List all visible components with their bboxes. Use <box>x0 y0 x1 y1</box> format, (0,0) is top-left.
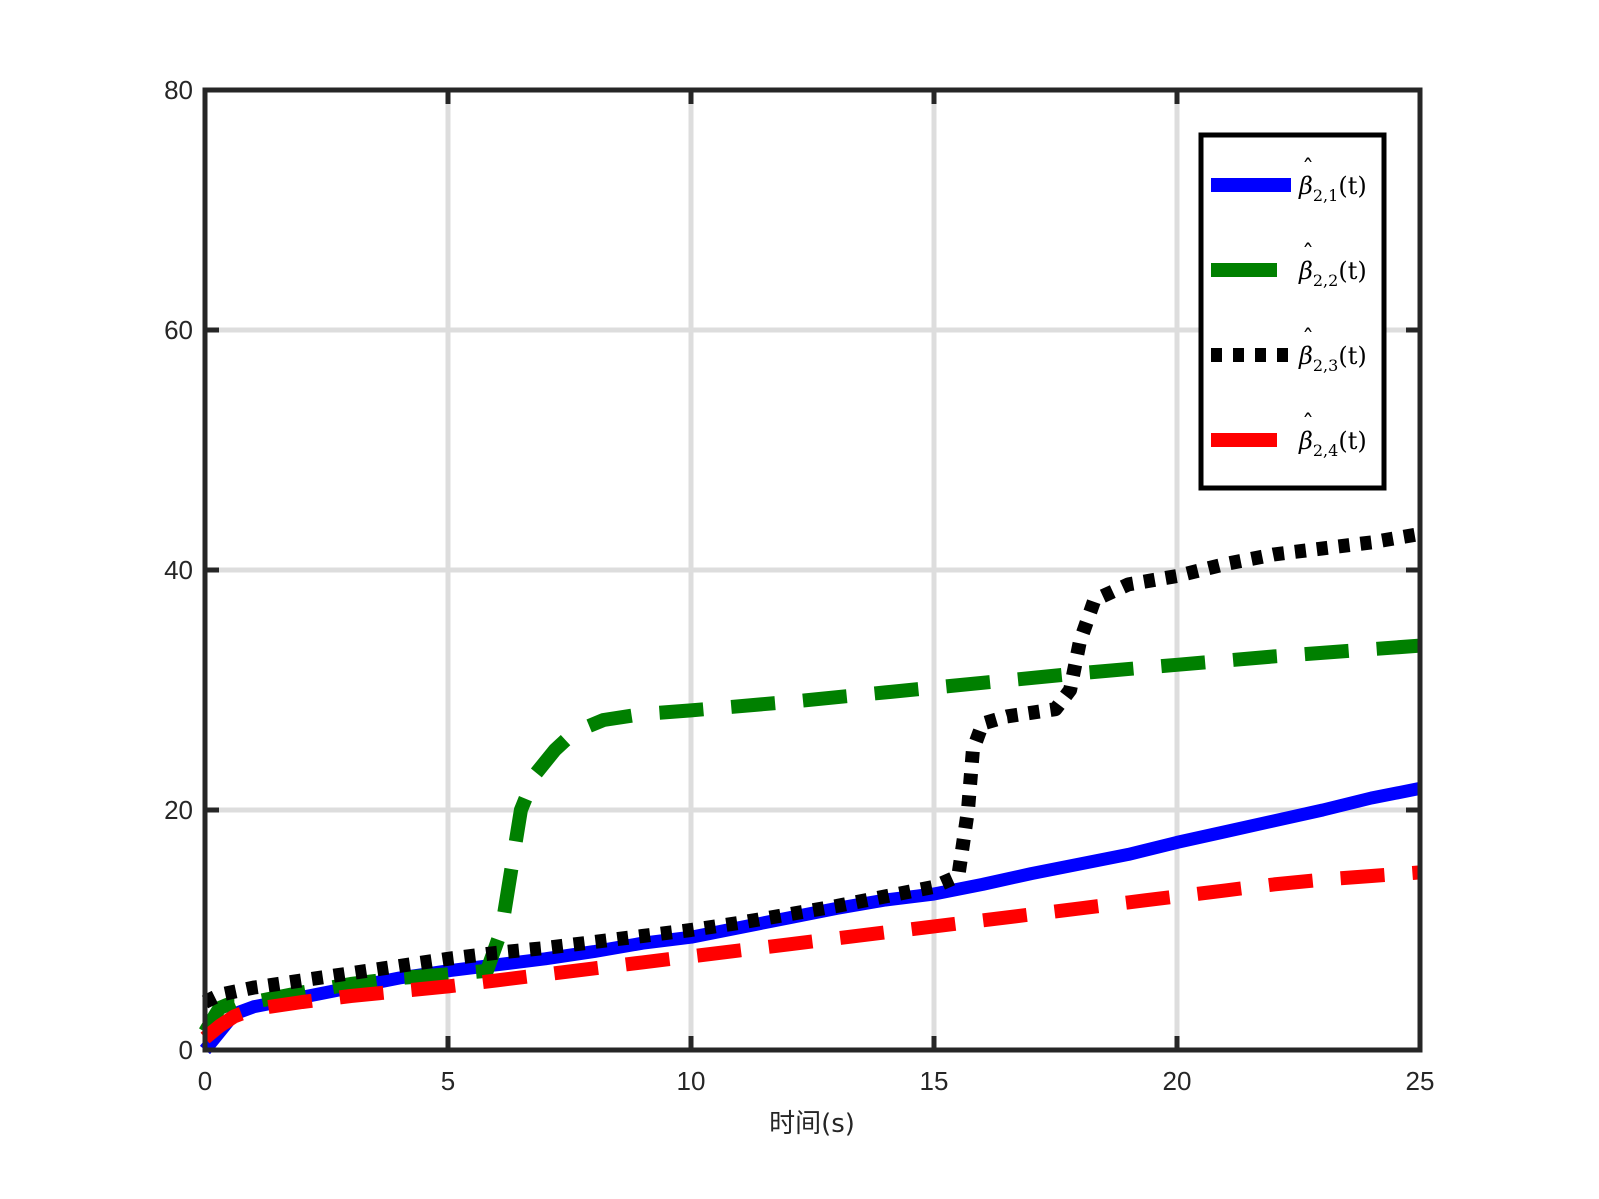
legend-argument: (t) <box>1338 172 1366 200</box>
x-tick-label: 10 <box>677 1066 706 1096</box>
series-line-1 <box>199 782 1422 1055</box>
y-tick-label: 80 <box>164 75 193 105</box>
legend-label-3: β2,3(t) <box>1298 342 1367 375</box>
y-tick-label: 40 <box>164 555 193 585</box>
legend-argument: (t) <box>1338 342 1366 370</box>
legend-hat-accent: ˆ <box>1302 155 1314 183</box>
legend-subscript: 2,4 <box>1313 441 1338 460</box>
y-tick-labels: 0 20 40 60 80 <box>164 75 193 1065</box>
x-tick-label: 0 <box>198 1066 212 1096</box>
legend-subscript: 2,3 <box>1313 356 1338 375</box>
legend: β2,1(t)ˆβ2,2(t)ˆβ2,3(t)ˆβ2,4(t)ˆ <box>1198 132 1387 491</box>
legend-subscript: 2,2 <box>1313 271 1338 290</box>
legend-hat-accent: ˆ <box>1302 325 1314 353</box>
series-layer <box>199 527 1422 1055</box>
x-axis-label: 时间(s) <box>769 1109 855 1139</box>
y-tick-label: 60 <box>164 315 193 345</box>
legend-label-4: β2,4(t) <box>1298 427 1367 460</box>
legend-hat-accent: ˆ <box>1302 410 1314 438</box>
legend-symbol: β <box>1298 427 1313 455</box>
legend-symbol: β <box>1298 257 1313 285</box>
series-line-2 <box>199 638 1421 1036</box>
x-tick-label: 5 <box>441 1066 455 1096</box>
series-line-4 <box>200 865 1421 1044</box>
legend-symbol: β <box>1298 342 1313 370</box>
legend-label-2: β2,2(t) <box>1298 257 1367 290</box>
y-tick-label: 0 <box>179 1035 193 1065</box>
y-tick-label: 20 <box>164 795 193 825</box>
x-tick-label: 20 <box>1163 1066 1192 1096</box>
legend-symbol: β <box>1298 172 1313 200</box>
legend-hat-accent: ˆ <box>1302 240 1314 268</box>
series-line-3 <box>201 527 1422 1009</box>
ticks <box>202 87 1423 1053</box>
legend-box <box>1198 132 1387 491</box>
x-tick-labels: 0 5 10 15 20 25 <box>198 1066 1435 1096</box>
legend-argument: (t) <box>1338 257 1366 285</box>
x-tick-label: 15 <box>920 1066 949 1096</box>
legend-argument: (t) <box>1338 427 1366 455</box>
x-tick-label: 25 <box>1406 1066 1435 1096</box>
legend-subscript: 2,1 <box>1313 186 1338 205</box>
legend-label-1: β2,1(t) <box>1298 172 1367 205</box>
